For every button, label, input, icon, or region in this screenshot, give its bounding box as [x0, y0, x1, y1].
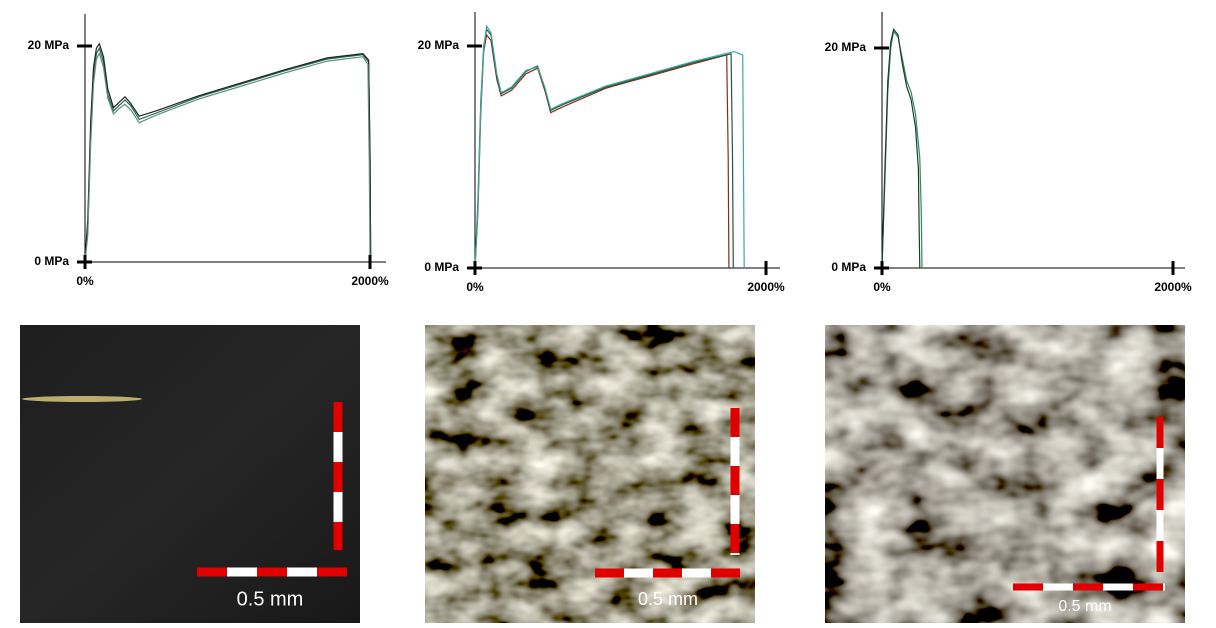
y-tick-label: 20 MPa [418, 38, 460, 52]
x-tick-label: 2000% [747, 280, 785, 294]
scale-label: 0.5 mm [638, 589, 698, 609]
series-line [474, 33, 730, 269]
series-line [84, 42, 372, 263]
y-tick-label: 20 MPa [28, 38, 70, 52]
y-tick-label: 20 MPa [825, 40, 867, 54]
micrograph [825, 325, 1185, 623]
scale-label: 0.5 mm [237, 588, 304, 610]
series-line [84, 46, 372, 263]
series-line [84, 52, 371, 263]
series-line [474, 27, 734, 269]
y-tick-label: 0 MPa [34, 254, 69, 268]
y-tick-label: 0 MPa [831, 260, 866, 274]
series-line [881, 27, 921, 269]
series-line [881, 30, 923, 269]
x-tick-label: 2000% [351, 274, 389, 288]
scale-bar [197, 402, 347, 577]
scale-bar [1013, 417, 1165, 591]
micrograph [425, 325, 755, 623]
x-tick-label: 0% [76, 274, 94, 288]
series-line [474, 24, 745, 269]
x-tick-label: 0% [873, 280, 891, 294]
x-tick-label: 0% [466, 280, 484, 294]
x-tick-label: 2000% [1154, 280, 1192, 294]
micrograph [20, 325, 360, 623]
scale-label: 0.5 mm [1058, 598, 1111, 615]
y-tick-label: 0 MPa [424, 260, 459, 274]
scale-bar [595, 408, 740, 578]
